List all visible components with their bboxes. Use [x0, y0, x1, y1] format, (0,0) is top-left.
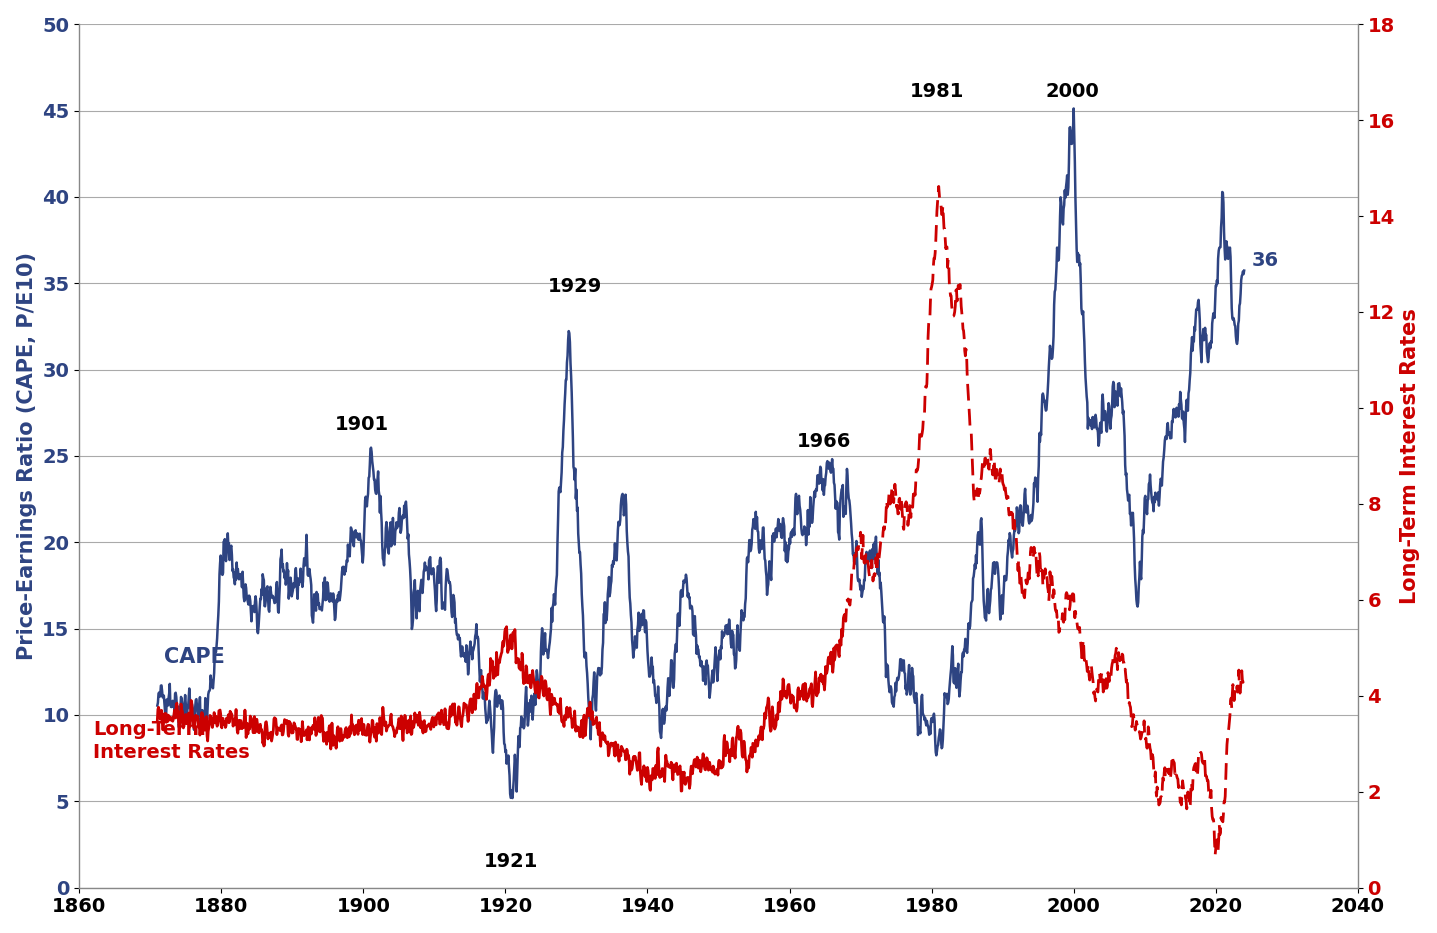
- Text: CAPE: CAPE: [164, 648, 226, 667]
- Text: 1981: 1981: [910, 82, 964, 101]
- Y-axis label: Price-Earnings Ratio (CAPE, P/E10): Price-Earnings Ratio (CAPE, P/E10): [17, 252, 37, 660]
- Text: 1966: 1966: [796, 432, 851, 452]
- Text: Long-Term
Interest Rates: Long-Term Interest Rates: [93, 719, 250, 762]
- Text: 1929: 1929: [547, 277, 602, 296]
- Text: 2000: 2000: [1045, 82, 1099, 101]
- Text: 36: 36: [1252, 251, 1279, 270]
- Text: 1921: 1921: [484, 852, 539, 870]
- Y-axis label: Long-Term Interest Rates: Long-Term Interest Rates: [1400, 308, 1420, 604]
- Text: 1901: 1901: [335, 415, 389, 434]
